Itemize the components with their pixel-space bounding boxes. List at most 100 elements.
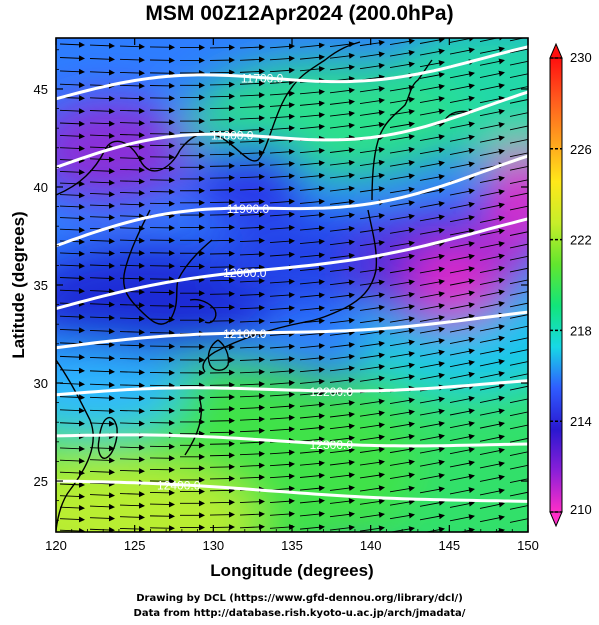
- geopotential-contours: [56, 45, 528, 503]
- wind-vector: [239, 186, 265, 193]
- wind-vector: [239, 523, 265, 530]
- wind-vector: [59, 354, 85, 361]
- wind-vector: [299, 436, 325, 443]
- wind-vector: [59, 275, 85, 282]
- wind-vector: [89, 202, 115, 209]
- wind-vector: [269, 43, 295, 50]
- wind-vector: [509, 398, 528, 404]
- wind-vector: [329, 252, 355, 259]
- wind-vector: [479, 277, 505, 285]
- wind-vector: [269, 292, 295, 298]
- wind-vector: [389, 304, 415, 311]
- wind-vector: [299, 460, 325, 467]
- wind-vector: [509, 424, 528, 430]
- wind-vector: [359, 329, 385, 336]
- wind-vector: [269, 278, 295, 285]
- wind-vector: [509, 60, 528, 66]
- wind-vector: [419, 227, 445, 235]
- x-tick-label: 150: [517, 538, 539, 553]
- wind-vector: [389, 213, 415, 221]
- wind-vector: [89, 250, 115, 257]
- wind-vector: [299, 112, 325, 119]
- wind-vector: [119, 408, 145, 415]
- wind-vector: [449, 147, 475, 156]
- x-tick-label: 145: [438, 538, 460, 553]
- wind-vector: [89, 526, 115, 532]
- wind-vector: [59, 82, 85, 89]
- wind-vector: [209, 224, 235, 231]
- wind-vector: [449, 473, 475, 481]
- wind-vector: [119, 95, 145, 102]
- wind-vector: [239, 56, 265, 63]
- wind-vector: [269, 449, 295, 456]
- wind-vector: [269, 305, 295, 312]
- wind-vector: [209, 250, 235, 257]
- wind-vector: [239, 392, 265, 399]
- wind-vector: [389, 499, 415, 506]
- contour-label: 12100.0: [223, 327, 267, 341]
- wind-vector: [299, 185, 325, 192]
- coastline-china-south: [56, 359, 94, 531]
- wind-vector: [419, 408, 445, 416]
- wind-vector: [509, 192, 528, 198]
- wind-vector: [329, 447, 355, 454]
- wind-vector: [209, 317, 235, 324]
- wind-vector: [329, 99, 355, 106]
- wind-vector: [449, 121, 475, 129]
- wind-vector: [419, 173, 445, 181]
- wind-vector: [329, 225, 355, 232]
- wind-vector: [419, 314, 445, 322]
- wind-vector: [479, 58, 505, 66]
- wind-vector: [209, 524, 235, 531]
- wind-vector: [419, 48, 445, 56]
- wind-vector: [119, 382, 145, 389]
- wind-vector: [119, 262, 145, 269]
- wind-vector: [509, 138, 528, 144]
- wind-vector: [479, 461, 505, 469]
- wind-vector: [479, 135, 505, 143]
- wind-vector: [419, 349, 445, 357]
- wind-vector: [479, 175, 505, 184]
- wind-vector: [269, 524, 295, 530]
- wind-vector: [359, 39, 385, 47]
- wind-vector: [239, 498, 265, 505]
- wind-vector: [299, 498, 325, 505]
- wind-vector: [449, 359, 475, 368]
- wind-vector: [509, 255, 528, 261]
- wind-vector: [329, 122, 355, 129]
- wind-vector: [419, 60, 445, 68]
- wind-vector: [119, 225, 145, 232]
- wind-vector: [209, 211, 235, 218]
- wind-vector: [299, 65, 325, 72]
- wind-vector: [449, 161, 475, 169]
- wind-vector: [119, 526, 145, 532]
- wind-vector: [269, 391, 295, 398]
- wind-vector: [424, 526, 445, 532]
- wind-vector: [449, 201, 475, 209]
- wind-vector: [389, 279, 415, 286]
- wind-vector: [389, 339, 415, 347]
- wind-vector: [209, 199, 235, 206]
- wind-vector: [89, 168, 115, 175]
- wind-vector: [299, 355, 325, 362]
- coastline-korea-china: [123, 209, 213, 325]
- wind-vector: [269, 224, 295, 231]
- wind-vector: [269, 160, 295, 167]
- wind-vector: [359, 340, 385, 348]
- wind-vector: [239, 304, 265, 311]
- wind-vector: [479, 335, 505, 343]
- wind-vector: [509, 243, 528, 249]
- wind-vector: [239, 44, 265, 51]
- wind-vector: [59, 215, 85, 222]
- wind-vector: [449, 371, 475, 379]
- wind-vector: [59, 41, 85, 48]
- wind-vector: [329, 292, 355, 299]
- wind-vector: [239, 224, 265, 231]
- wind-vector: [119, 456, 145, 463]
- wind-vector: [479, 108, 505, 117]
- wind-vector: [479, 121, 505, 130]
- wind-vector: [269, 379, 295, 386]
- wind-vector: [209, 440, 235, 447]
- wind-vector: [419, 253, 445, 261]
